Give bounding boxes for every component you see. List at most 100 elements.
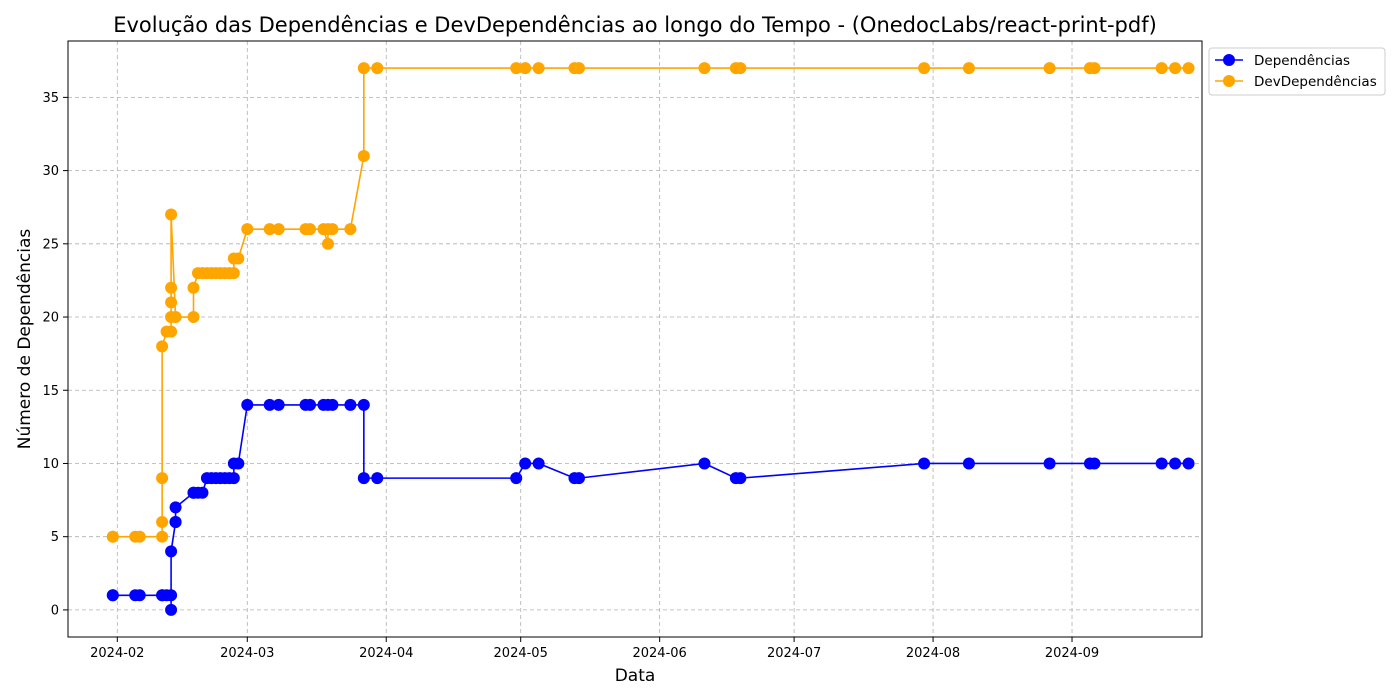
data-point (698, 457, 711, 470)
data-point (169, 501, 182, 514)
data-point (232, 252, 245, 265)
ticks: 2024-02 2024-03 2024-04 2024-05 2024-06 2024-… (42, 91, 1099, 661)
x-tick-label: 2024-08 (906, 646, 960, 661)
data-point (344, 398, 357, 411)
data-point (357, 62, 370, 75)
y-tick-label: 10 (42, 457, 59, 472)
data-point (371, 62, 384, 75)
data-point (918, 457, 931, 470)
y-tick-label: 35 (42, 91, 59, 106)
data-point (304, 223, 317, 236)
data-point (1088, 457, 1101, 470)
data-point (1182, 62, 1195, 75)
data-point (272, 223, 285, 236)
data-point (165, 281, 178, 294)
data-point (165, 208, 178, 221)
x-tick-label: 2024-03 (220, 646, 274, 661)
data-point (196, 486, 209, 499)
data-point (187, 311, 200, 324)
data-point (187, 281, 200, 294)
y-tick-label: 25 (42, 237, 59, 252)
data-point (156, 530, 169, 543)
y-tick-label: 0 (51, 603, 59, 618)
data-point (156, 340, 169, 353)
data-point (1088, 62, 1101, 75)
data-point (698, 62, 711, 75)
x-tick-label: 2024-06 (632, 646, 686, 661)
data-point (165, 325, 178, 338)
data-point (371, 472, 384, 485)
data-point (133, 530, 146, 543)
data-point (241, 223, 254, 236)
x-tick-label: 2024-07 (767, 646, 821, 661)
data-point (156, 472, 169, 485)
data-point (572, 472, 585, 485)
legend-label: DevDependências (1254, 74, 1377, 90)
y-tick-label: 30 (42, 164, 59, 179)
x-tick-label: 2024-02 (90, 646, 144, 661)
data-point (169, 516, 182, 529)
x-axis-label: Data (615, 666, 656, 686)
data-point (321, 237, 334, 250)
data-point (165, 296, 178, 309)
x-tick-label: 2024-09 (1045, 646, 1099, 661)
data-point (1169, 457, 1182, 470)
data-point (532, 457, 545, 470)
data-point (227, 267, 240, 280)
legend-marker (1223, 75, 1235, 87)
y-tick-label: 5 (51, 530, 59, 545)
data-point (156, 516, 169, 529)
x-tick-label: 2024-05 (494, 646, 548, 661)
data-point (263, 398, 276, 411)
data-point (232, 457, 245, 470)
data-point (962, 62, 975, 75)
data-point (532, 62, 545, 75)
legend-marker (1223, 54, 1235, 66)
data-point (1043, 62, 1056, 75)
grid (68, 41, 1202, 637)
series-dependencias (106, 398, 1195, 616)
data-point (263, 223, 276, 236)
data-point (241, 398, 254, 411)
legend-box (1208, 47, 1386, 96)
data-point (962, 457, 975, 470)
data-point (169, 311, 182, 324)
data-point (734, 62, 747, 75)
chart-title: Evolução das Dependências e DevDependênc… (113, 13, 1157, 37)
data-point (1182, 457, 1195, 470)
data-point (1155, 457, 1168, 470)
series-devdependencias (106, 62, 1195, 543)
data-point (326, 223, 339, 236)
data-point (519, 457, 532, 470)
data-point (133, 589, 146, 602)
legend: Dependências DevDependências (1208, 47, 1386, 96)
data-point (1169, 62, 1182, 75)
data-point (106, 589, 119, 602)
data-point (734, 472, 747, 485)
data-point (357, 398, 370, 411)
data-point (106, 530, 119, 543)
data-point (510, 472, 523, 485)
data-point (304, 398, 317, 411)
data-point (272, 398, 285, 411)
data-point (1043, 457, 1056, 470)
data-point (227, 472, 240, 485)
y-tick-label: 15 (42, 384, 59, 399)
data-point (519, 62, 532, 75)
data-point (165, 603, 178, 616)
data-point (357, 149, 370, 162)
y-axis-label: Número de Dependências (15, 229, 35, 450)
data-point (572, 62, 585, 75)
data-point (344, 223, 357, 236)
data-point (510, 62, 523, 75)
data-point (1155, 62, 1168, 75)
data-point (326, 398, 339, 411)
series-layer (106, 62, 1195, 616)
data-point (357, 472, 370, 485)
plot-frame (67, 40, 1203, 638)
x-tick-label: 2024-04 (359, 646, 413, 661)
data-point (165, 545, 178, 558)
legend-label: Dependências (1254, 53, 1350, 69)
